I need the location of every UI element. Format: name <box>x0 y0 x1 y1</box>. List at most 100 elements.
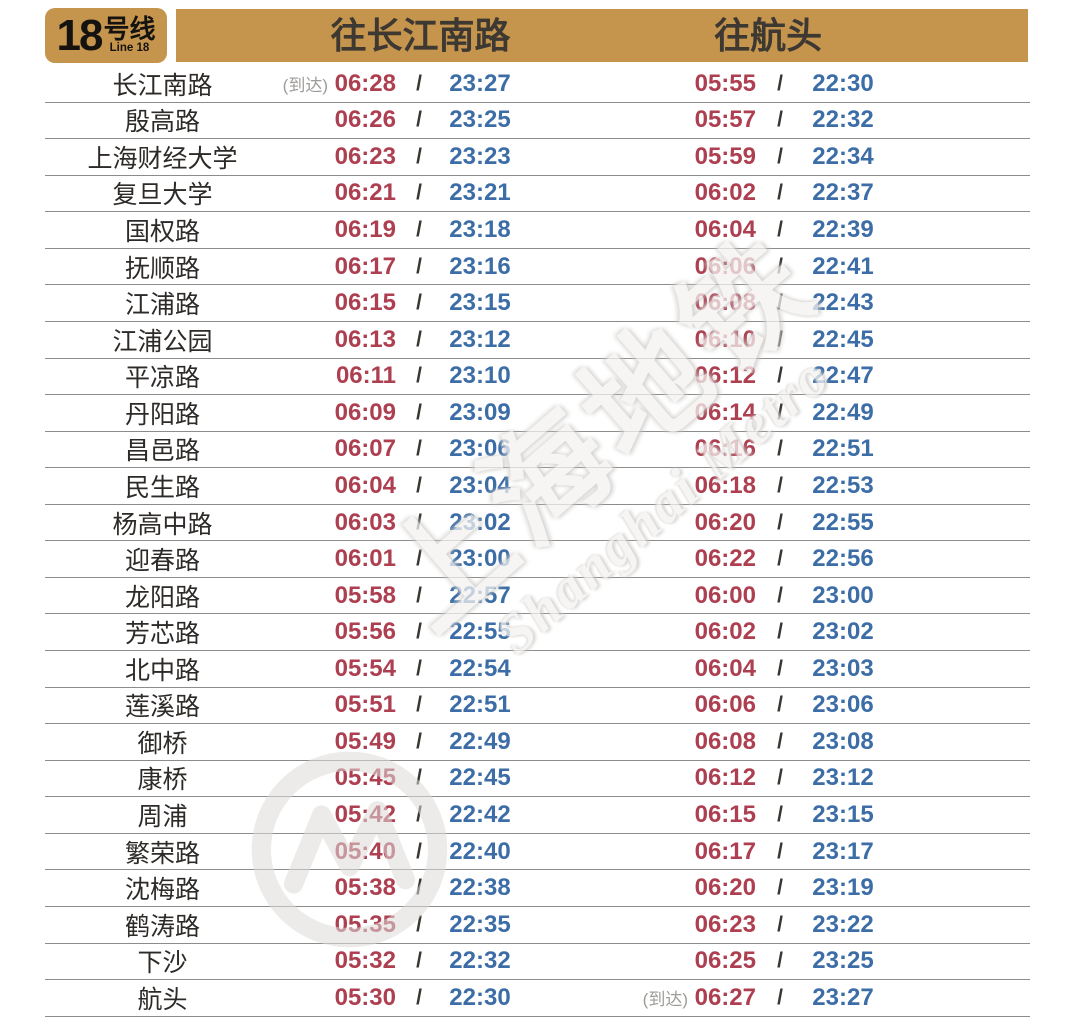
station-name: 昌邑路 <box>124 437 200 466</box>
slash-separator: / <box>416 144 422 168</box>
first-train-time-dir1: 06:04 <box>334 471 396 499</box>
first-train-time-dir1: 05:51 <box>334 691 396 719</box>
slash-separator: / <box>777 510 783 534</box>
last-train-time-dir1: 23:23 <box>449 142 511 170</box>
slash-separator: / <box>777 71 783 95</box>
station-name: 国权路 <box>124 218 200 247</box>
first-train-time-dir2: 06:20 <box>694 508 756 536</box>
station-row: 康桥 05:45 / 22:45 06:12 / 23:12 <box>45 761 1030 798</box>
slash-separator: / <box>416 254 422 278</box>
slash-separator: / <box>416 547 422 571</box>
station-row: 平凉路 06:11 / 23:10 06:12 / 22:47 <box>45 359 1030 396</box>
slash-separator: / <box>777 218 783 242</box>
last-train-time-dir1: 22:55 <box>449 618 511 646</box>
direction2-header: 往航头 <box>714 15 823 56</box>
line-suffix-cn: 号线 <box>103 14 156 45</box>
station-name: 鹤涛路 <box>124 912 200 941</box>
first-train-time-dir1: 06:21 <box>334 179 396 207</box>
first-train-time-dir2: 06:12 <box>694 764 756 792</box>
station-name: 莲溪路 <box>124 693 200 722</box>
first-train-time-dir1: 06:17 <box>334 252 396 280</box>
first-train-time-dir2: 06:04 <box>694 216 756 244</box>
slash-separator: / <box>416 729 422 753</box>
station-row: 上海财经大学 06:23 / 23:23 05:59 / 22:34 <box>45 139 1030 176</box>
first-train-time-dir2: 06:12 <box>694 362 756 390</box>
station-row: 抚顺路 06:17 / 23:16 06:06 / 22:41 <box>45 249 1030 286</box>
slash-separator: / <box>416 510 422 534</box>
slash-separator: / <box>777 876 783 900</box>
station-row: 芳芯路 05:56 / 22:55 06:02 / 23:02 <box>45 614 1030 651</box>
station-row: 国权路 06:19 / 23:18 06:04 / 22:39 <box>45 212 1030 249</box>
first-train-time-dir1: 06:07 <box>334 435 396 463</box>
first-train-time-dir1: 06:01 <box>334 545 396 573</box>
first-train-time-dir1: 06:23 <box>334 142 396 170</box>
last-train-time-dir1: 23:16 <box>449 252 511 280</box>
station-name: 北中路 <box>124 656 200 685</box>
last-train-time-dir2: 22:30 <box>812 69 874 97</box>
station-row: 航头 05:30 / 22:30 (到达) 06:27 / 23:27 <box>45 980 1030 1017</box>
last-train-time-dir1: 22:30 <box>449 983 511 1011</box>
first-train-time-dir1: 05:35 <box>334 910 396 938</box>
first-train-time-dir2: 06:22 <box>694 545 756 573</box>
first-train-time-dir2: 06:06 <box>694 252 756 280</box>
station-name: 江浦路 <box>124 291 200 320</box>
slash-separator: / <box>416 291 422 315</box>
last-train-time-dir2: 22:49 <box>812 398 874 426</box>
first-train-time-dir1: 05:58 <box>334 581 396 609</box>
direction1-header: 往长江南路 <box>330 15 511 56</box>
first-train-time-dir1: 06:13 <box>334 325 396 353</box>
last-train-time-dir2: 23:22 <box>812 910 874 938</box>
slash-separator: / <box>416 693 422 717</box>
last-train-time-dir1: 22:32 <box>449 947 511 975</box>
last-train-time-dir1: 22:38 <box>449 874 511 902</box>
slash-separator: / <box>777 912 783 936</box>
last-train-time-dir1: 23:02 <box>449 508 511 536</box>
slash-separator: / <box>416 473 422 497</box>
station-name: 繁荣路 <box>124 839 200 868</box>
station-row: 民生路 06:04 / 23:04 06:18 / 22:53 <box>45 468 1030 505</box>
station-name: 上海财经大学 <box>87 144 238 173</box>
last-train-time-dir1: 23:15 <box>449 289 511 317</box>
last-train-time-dir2: 23:12 <box>812 764 874 792</box>
last-train-time-dir1: 23:09 <box>449 398 511 426</box>
station-name: 长江南路 <box>112 71 213 100</box>
station-row: 杨高中路 06:03 / 23:02 06:20 / 22:55 <box>45 505 1030 542</box>
slash-separator: / <box>416 620 422 644</box>
last-train-time-dir1: 22:54 <box>449 654 511 682</box>
slash-separator: / <box>777 254 783 278</box>
last-train-time-dir1: 23:00 <box>449 545 511 573</box>
station-row: 长江南路 (到达) 06:28 / 23:27 05:55 / 22:30 <box>45 66 1030 103</box>
slash-separator: / <box>416 839 422 863</box>
first-train-time-dir2: 06:16 <box>694 435 756 463</box>
first-train-time-dir2: 06:00 <box>694 581 756 609</box>
last-train-time-dir2: 23:25 <box>812 947 874 975</box>
slash-separator: / <box>777 656 783 680</box>
last-train-time-dir1: 22:49 <box>449 727 511 755</box>
last-train-time-dir1: 23:21 <box>449 179 511 207</box>
slash-separator: / <box>416 364 422 388</box>
last-train-time-dir2: 23:06 <box>812 691 874 719</box>
slash-separator: / <box>416 656 422 680</box>
first-train-time-dir1: 05:32 <box>334 947 396 975</box>
first-train-time-dir1: 06:11 <box>335 362 396 390</box>
first-train-time-dir1: 06:26 <box>334 106 396 134</box>
first-train-time-dir1: 06:15 <box>334 289 396 317</box>
first-train-time-dir2: 06:17 <box>694 837 756 865</box>
first-train-time-dir1: 05:49 <box>334 727 396 755</box>
first-train-time-dir2: 06:10 <box>694 325 756 353</box>
first-train-time-dir2: 06:08 <box>694 289 756 317</box>
slash-separator: / <box>777 327 783 351</box>
slash-separator: / <box>416 985 422 1009</box>
header-band: 往长江南路 往航头 <box>176 9 1028 62</box>
station-row: 沈梅路 05:38 / 22:38 06:20 / 23:19 <box>45 870 1030 907</box>
first-train-time-dir1: 05:42 <box>334 801 396 829</box>
station-name: 芳芯路 <box>124 620 200 649</box>
station-name: 殷高路 <box>124 108 200 137</box>
first-train-time-dir2: 06:02 <box>694 618 756 646</box>
slash-separator: / <box>777 583 783 607</box>
slash-separator: / <box>777 291 783 315</box>
last-train-time-dir2: 23:03 <box>812 654 874 682</box>
slash-separator: / <box>416 803 422 827</box>
first-train-time-dir1: 05:40 <box>334 837 396 865</box>
station-row: 迎春路 06:01 / 23:00 06:22 / 22:56 <box>45 541 1030 578</box>
